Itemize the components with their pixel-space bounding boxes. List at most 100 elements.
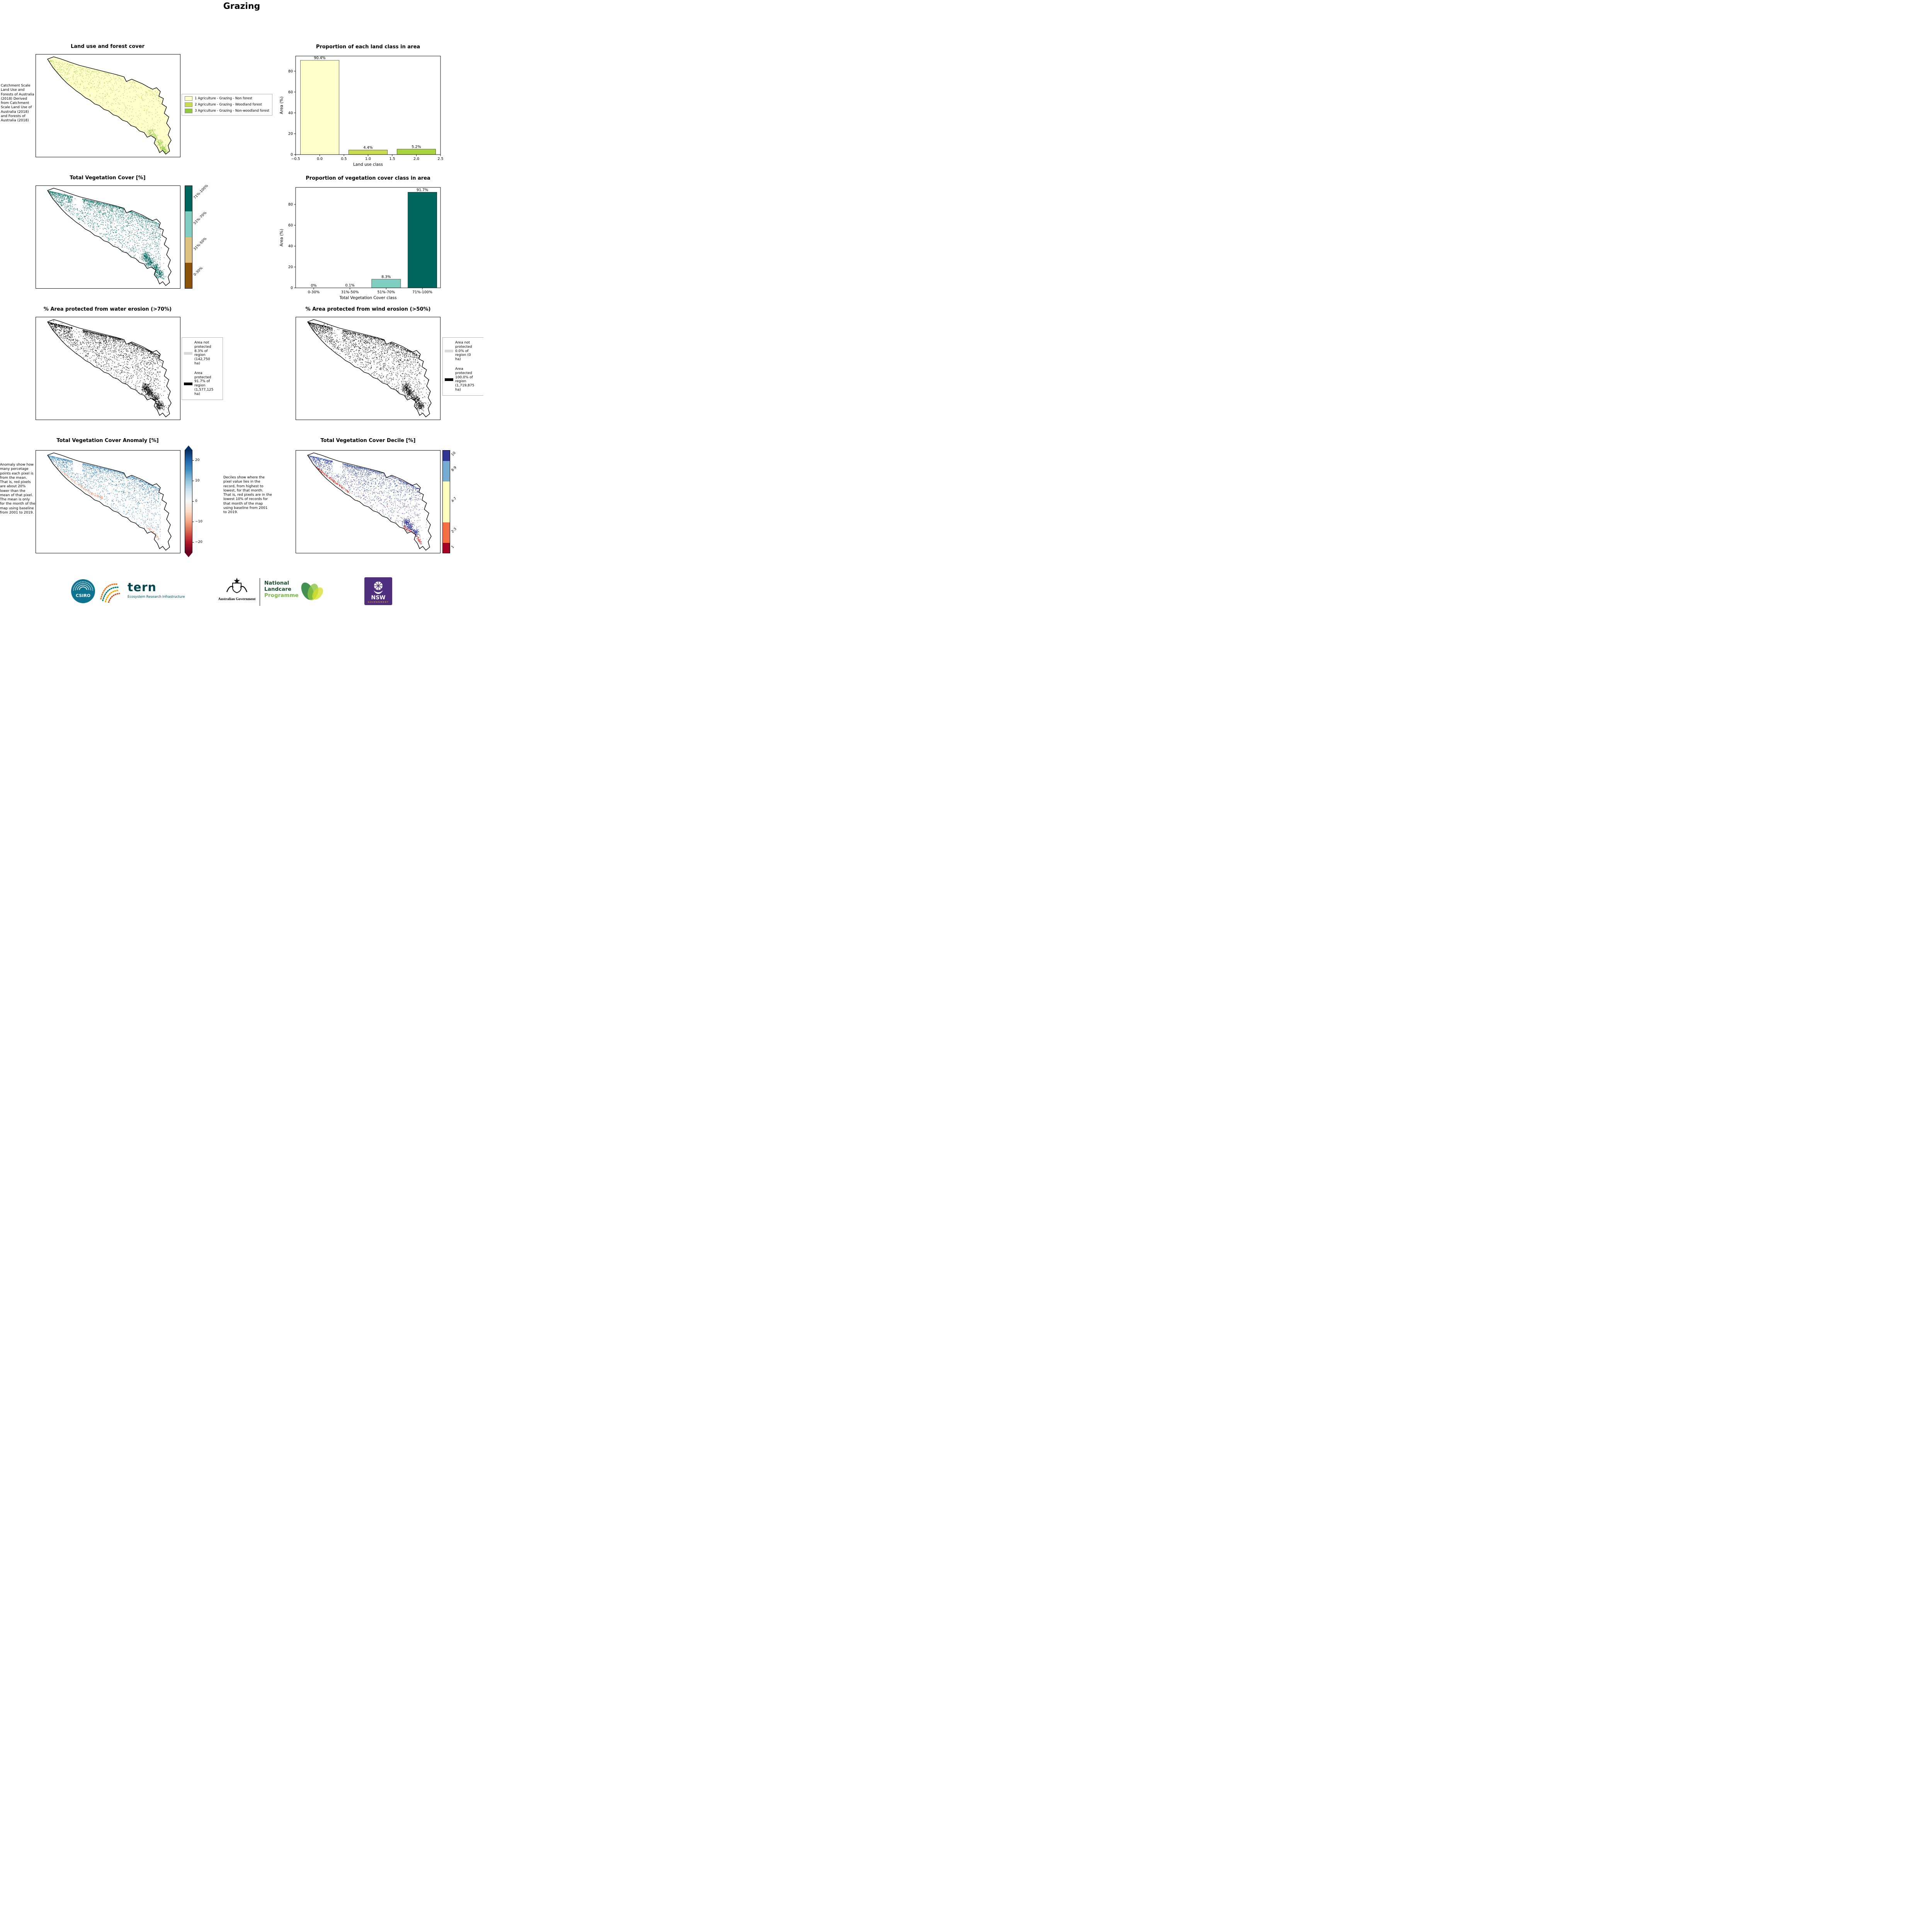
land-use-legend: 1 Agriculture - Grazing - Non forest 2 A… [182, 94, 272, 116]
svg-text:0: 0 [291, 153, 293, 157]
svg-text:−0.5: −0.5 [291, 157, 300, 161]
svg-text:40: 40 [288, 111, 293, 115]
nsw-government-label: GOVERNMENT [368, 601, 389, 604]
row-anomaly-decile: Total Vegetation Cover Anomaly [%] Anoma… [0, 435, 483, 576]
legend-item-protected: Area protected 100.0% of region (1,719,8… [445, 367, 481, 392]
row-veg-cover: Total Vegetation Cover [%] 71%-100% 51%-… [0, 172, 483, 303]
nsw-government-logo: NSW GOVERNMENT [364, 577, 392, 605]
not-protected-swatch [184, 352, 192, 355]
svg-text:Area (%): Area (%) [279, 97, 284, 114]
svg-text:2.0: 2.0 [413, 157, 419, 161]
legend-item-non-forest: 1 Agriculture - Grazing - Non forest [185, 96, 269, 101]
svg-text:31%-50%: 31%-50% [341, 290, 359, 294]
nsw-wordmark: NSW [371, 595, 385, 601]
land-use-source-note: Catchment Scale Land Use and Forests of … [1, 84, 36, 123]
svg-text:0: 0 [291, 286, 293, 290]
tern-logo: tern Ecosystem Research Infrastructure [128, 582, 185, 599]
svg-text:60: 60 [288, 90, 293, 94]
footer-logos: CSIRO tern Ecosystem Research Infrastruc… [0, 576, 483, 611]
land-use-map [36, 54, 180, 157]
svg-text:8.3%: 8.3% [381, 275, 391, 279]
svg-text:80: 80 [288, 202, 293, 207]
colorbar-segment [185, 211, 192, 237]
svg-text:80: 80 [288, 69, 293, 73]
decile-map [296, 450, 440, 553]
legend-label: 3 Agriculture - Grazing - Non-woodland f… [195, 109, 269, 113]
svg-text:71%-100%: 71%-100% [412, 290, 432, 294]
nlp-national: National [264, 580, 299, 587]
svg-text:91.7%: 91.7% [417, 188, 428, 192]
protected-swatch [445, 378, 453, 381]
landcare-leaf-icon [297, 580, 325, 604]
veg-class-chart: Proportion of vegetation cover class in … [274, 172, 483, 305]
svg-text:Proportion of each land class: Proportion of each land class in area [316, 44, 420, 50]
legend-label: Area not protected 0.0% of region (0 ha) [455, 341, 477, 362]
colorbar-segment [185, 237, 192, 263]
colorbar-segment [185, 263, 192, 288]
svg-text:0.1%: 0.1% [345, 284, 355, 288]
svg-text:0.5: 0.5 [341, 157, 347, 161]
csiro-wordmark: CSIRO [76, 593, 90, 598]
colorbar-segment [185, 186, 192, 211]
coat-of-arms-icon [225, 577, 248, 595]
svg-text:51%-70%: 51%-70% [378, 290, 395, 294]
anomaly-note: Anomaly show how many percetage points e… [0, 463, 36, 515]
svg-text:20: 20 [288, 265, 293, 269]
page-title: Grazing [0, 2, 483, 11]
anomaly-title: Total Vegetation Cover Anomaly [%] [36, 438, 180, 444]
nlp-programme: Programme [264, 593, 299, 599]
svg-text:90.4%: 90.4% [314, 56, 325, 60]
legend-item-woodland: 2 Agriculture - Grazing - Woodland fores… [185, 102, 269, 107]
report-page: Grazing Land use and forest cover Catchm… [0, 0, 483, 611]
legend-item-protected: Area protected 91.7% of region (1,577,12… [184, 371, 221, 396]
protected-swatch [184, 383, 192, 385]
colorbar-tick-label: 31%-50% [193, 237, 207, 252]
tern-subtitle: Ecosystem Research Infrastructure [128, 595, 185, 599]
colorbar-extend-up [185, 446, 192, 450]
nlp-landcare: Landcare [264, 587, 299, 593]
colorbar-tick-label: 0-30% [193, 266, 204, 277]
non-forest-swatch [185, 96, 192, 101]
tern-wordmark: tern [128, 582, 185, 594]
wind-erosion-map [296, 317, 440, 420]
svg-text:60: 60 [288, 223, 293, 228]
water-erosion-title: % Area protected from water erosion (>70… [36, 306, 180, 312]
row-land-use: Land use and forest cover Catchment Scal… [0, 41, 483, 172]
anomaly-map [36, 450, 180, 553]
legend-label: 2 Agriculture - Grazing - Woodland fores… [195, 103, 262, 107]
svg-text:Area (%): Area (%) [279, 229, 284, 247]
colorbar-tick-label: 51%-70% [193, 211, 207, 226]
colorbar-extend-down [185, 553, 192, 557]
water-erosion-legend: Area not protected 8.3% of region (142,7… [182, 337, 223, 400]
non-woodland-swatch [185, 109, 192, 113]
svg-text:Total Vegetation Cover class: Total Vegetation Cover class [339, 296, 397, 300]
decile-title: Total Vegetation Cover Decile [%] [296, 438, 440, 444]
svg-text:40: 40 [288, 244, 293, 248]
svg-text:1.5: 1.5 [389, 157, 395, 161]
svg-text:1.0: 1.0 [365, 157, 371, 161]
legend-label: 1 Agriculture - Grazing - Non forest [195, 97, 252, 100]
decile-colorbar: 108-94-72-31 [442, 450, 450, 553]
legend-item-non-woodland: 3 Agriculture - Grazing - Non-woodland f… [185, 109, 269, 113]
svg-text:5.2%: 5.2% [412, 145, 421, 149]
svg-text:Proportion of vegetation cover: Proportion of vegetation cover class in … [306, 175, 430, 181]
veg-cover-colorbar: 71%-100% 51%-70% 31%-50% 0-30% [185, 185, 192, 289]
colorbar-tick-label: 71%-100% [193, 184, 209, 200]
legend-label: Area not protected 8.3% of region (142,7… [194, 341, 216, 366]
veg-cover-map [36, 185, 180, 289]
svg-text:Land use class: Land use class [353, 162, 383, 167]
svg-text:0.0: 0.0 [317, 157, 323, 161]
anomaly-colorbar: 20100−10−20 [185, 446, 209, 558]
colorbar-gradient [185, 450, 192, 553]
legend-label: Area protected 91.7% of region (1,577,12… [194, 371, 216, 396]
land-use-map-title: Land use and forest cover [36, 44, 180, 49]
legend-label: Area protected 100.0% of region (1,719,8… [455, 367, 477, 392]
national-landcare-programme-logo: National Landcare Programme [264, 580, 299, 599]
svg-text:4.4%: 4.4% [363, 146, 372, 150]
csiro-logo: CSIRO [71, 579, 95, 604]
svg-text:20: 20 [288, 132, 293, 136]
indigenous-art-graphic [98, 580, 122, 603]
legend-item-not-protected: Area not protected 0.0% of region (0 ha) [445, 341, 481, 362]
svg-text:0%: 0% [311, 284, 316, 288]
land-class-chart: Proportion of each land class in area 90.… [274, 41, 483, 172]
